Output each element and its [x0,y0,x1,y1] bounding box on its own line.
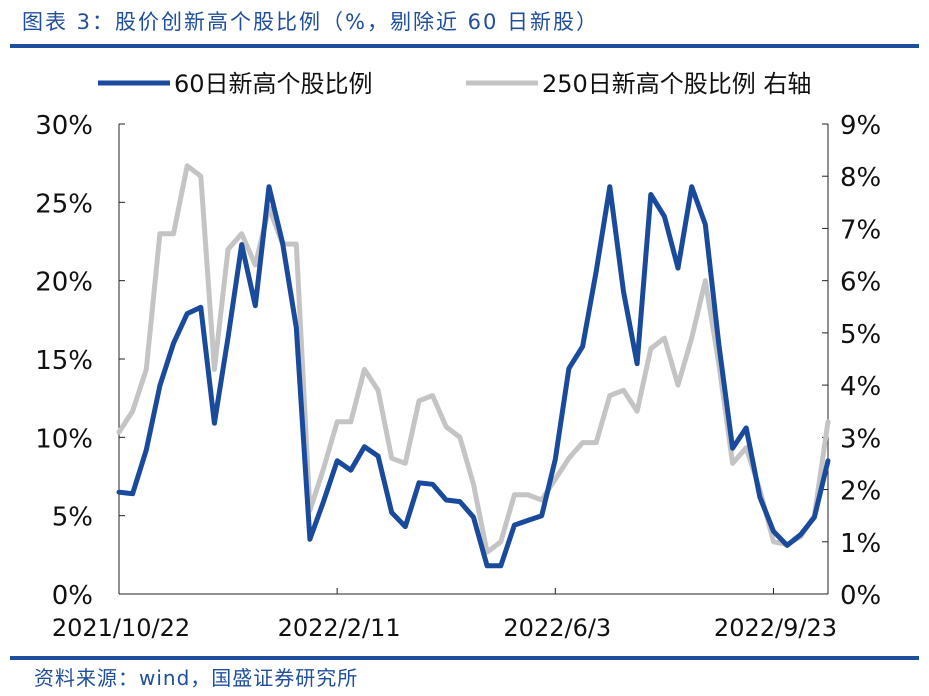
title-rule [10,44,919,48]
series-line-60d [119,187,828,566]
right-tick-label: 4% [840,372,881,402]
left-tick-label: 0% [52,581,93,611]
right-tick-label: 2% [840,477,881,507]
x-tick-label: 2022/9/23 [714,614,837,642]
figure-title: 图表 3：股价创新高个股比例（%，剔除近 60 日新股） [22,6,599,36]
right-tick-label: 5% [840,320,881,350]
right-tick-label: 3% [840,424,881,454]
line-chart: 60日新高个股比例 250日新高个股比例 右轴 0% 5% 10% 15% 20% 25%… [0,50,929,656]
footer-rule [10,656,919,660]
series-lines [119,166,828,566]
left-tick-label: 25% [35,189,93,219]
legend-label-60d: 60日新高个股比例 [174,70,373,98]
left-tick-label: 10% [35,424,93,454]
right-tick-label: 6% [840,268,881,298]
x-tick-label: 2022/6/3 [503,614,611,642]
source-note: 资料来源：wind，国盛证券研究所 [34,662,358,691]
legend: 60日新高个股比例 250日新高个股比例 右轴 [98,70,811,98]
x-tick-label: 2022/2/11 [278,614,401,642]
left-tick-label: 15% [35,346,93,376]
right-tick-label: 8% [840,163,881,193]
left-tick-label: 5% [52,503,93,533]
right-tick-label: 7% [840,215,881,245]
left-tick-label: 30% [35,111,93,141]
right-tick-label: 9% [840,111,881,141]
left-tick-label: 20% [35,268,93,298]
x-tick-label: 2021/10/22 [52,614,190,642]
legend-label-250d: 250日新高个股比例 右轴 [542,70,811,98]
right-tick-label: 0% [840,581,881,611]
right-tick-label: 1% [840,529,881,559]
